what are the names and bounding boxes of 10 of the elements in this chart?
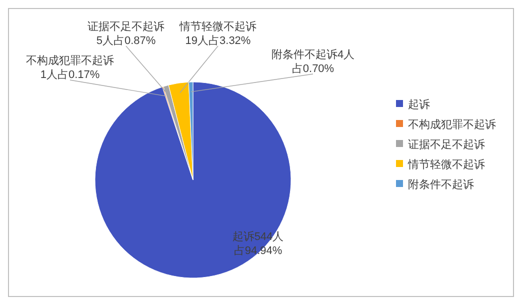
legend-label: 附条件不起诉 xyxy=(408,178,474,191)
legend-label: 起诉 xyxy=(408,98,430,111)
data-label: 不构成犯罪不起诉1人占0.17% xyxy=(26,54,114,81)
legend-label: 证据不足不起诉 xyxy=(408,138,485,151)
data-label: 情节轻微不起诉19人占3.32% xyxy=(178,20,256,47)
pie-slice xyxy=(94,82,292,278)
data-label: 附条件不起诉4人占0.70% xyxy=(271,48,355,75)
legend-label: 不构成犯罪不起诉 xyxy=(408,118,496,131)
legend-label: 情节轻微不起诉 xyxy=(407,158,485,171)
data-label: 证据不足不起诉5人占0.87% xyxy=(88,20,164,47)
